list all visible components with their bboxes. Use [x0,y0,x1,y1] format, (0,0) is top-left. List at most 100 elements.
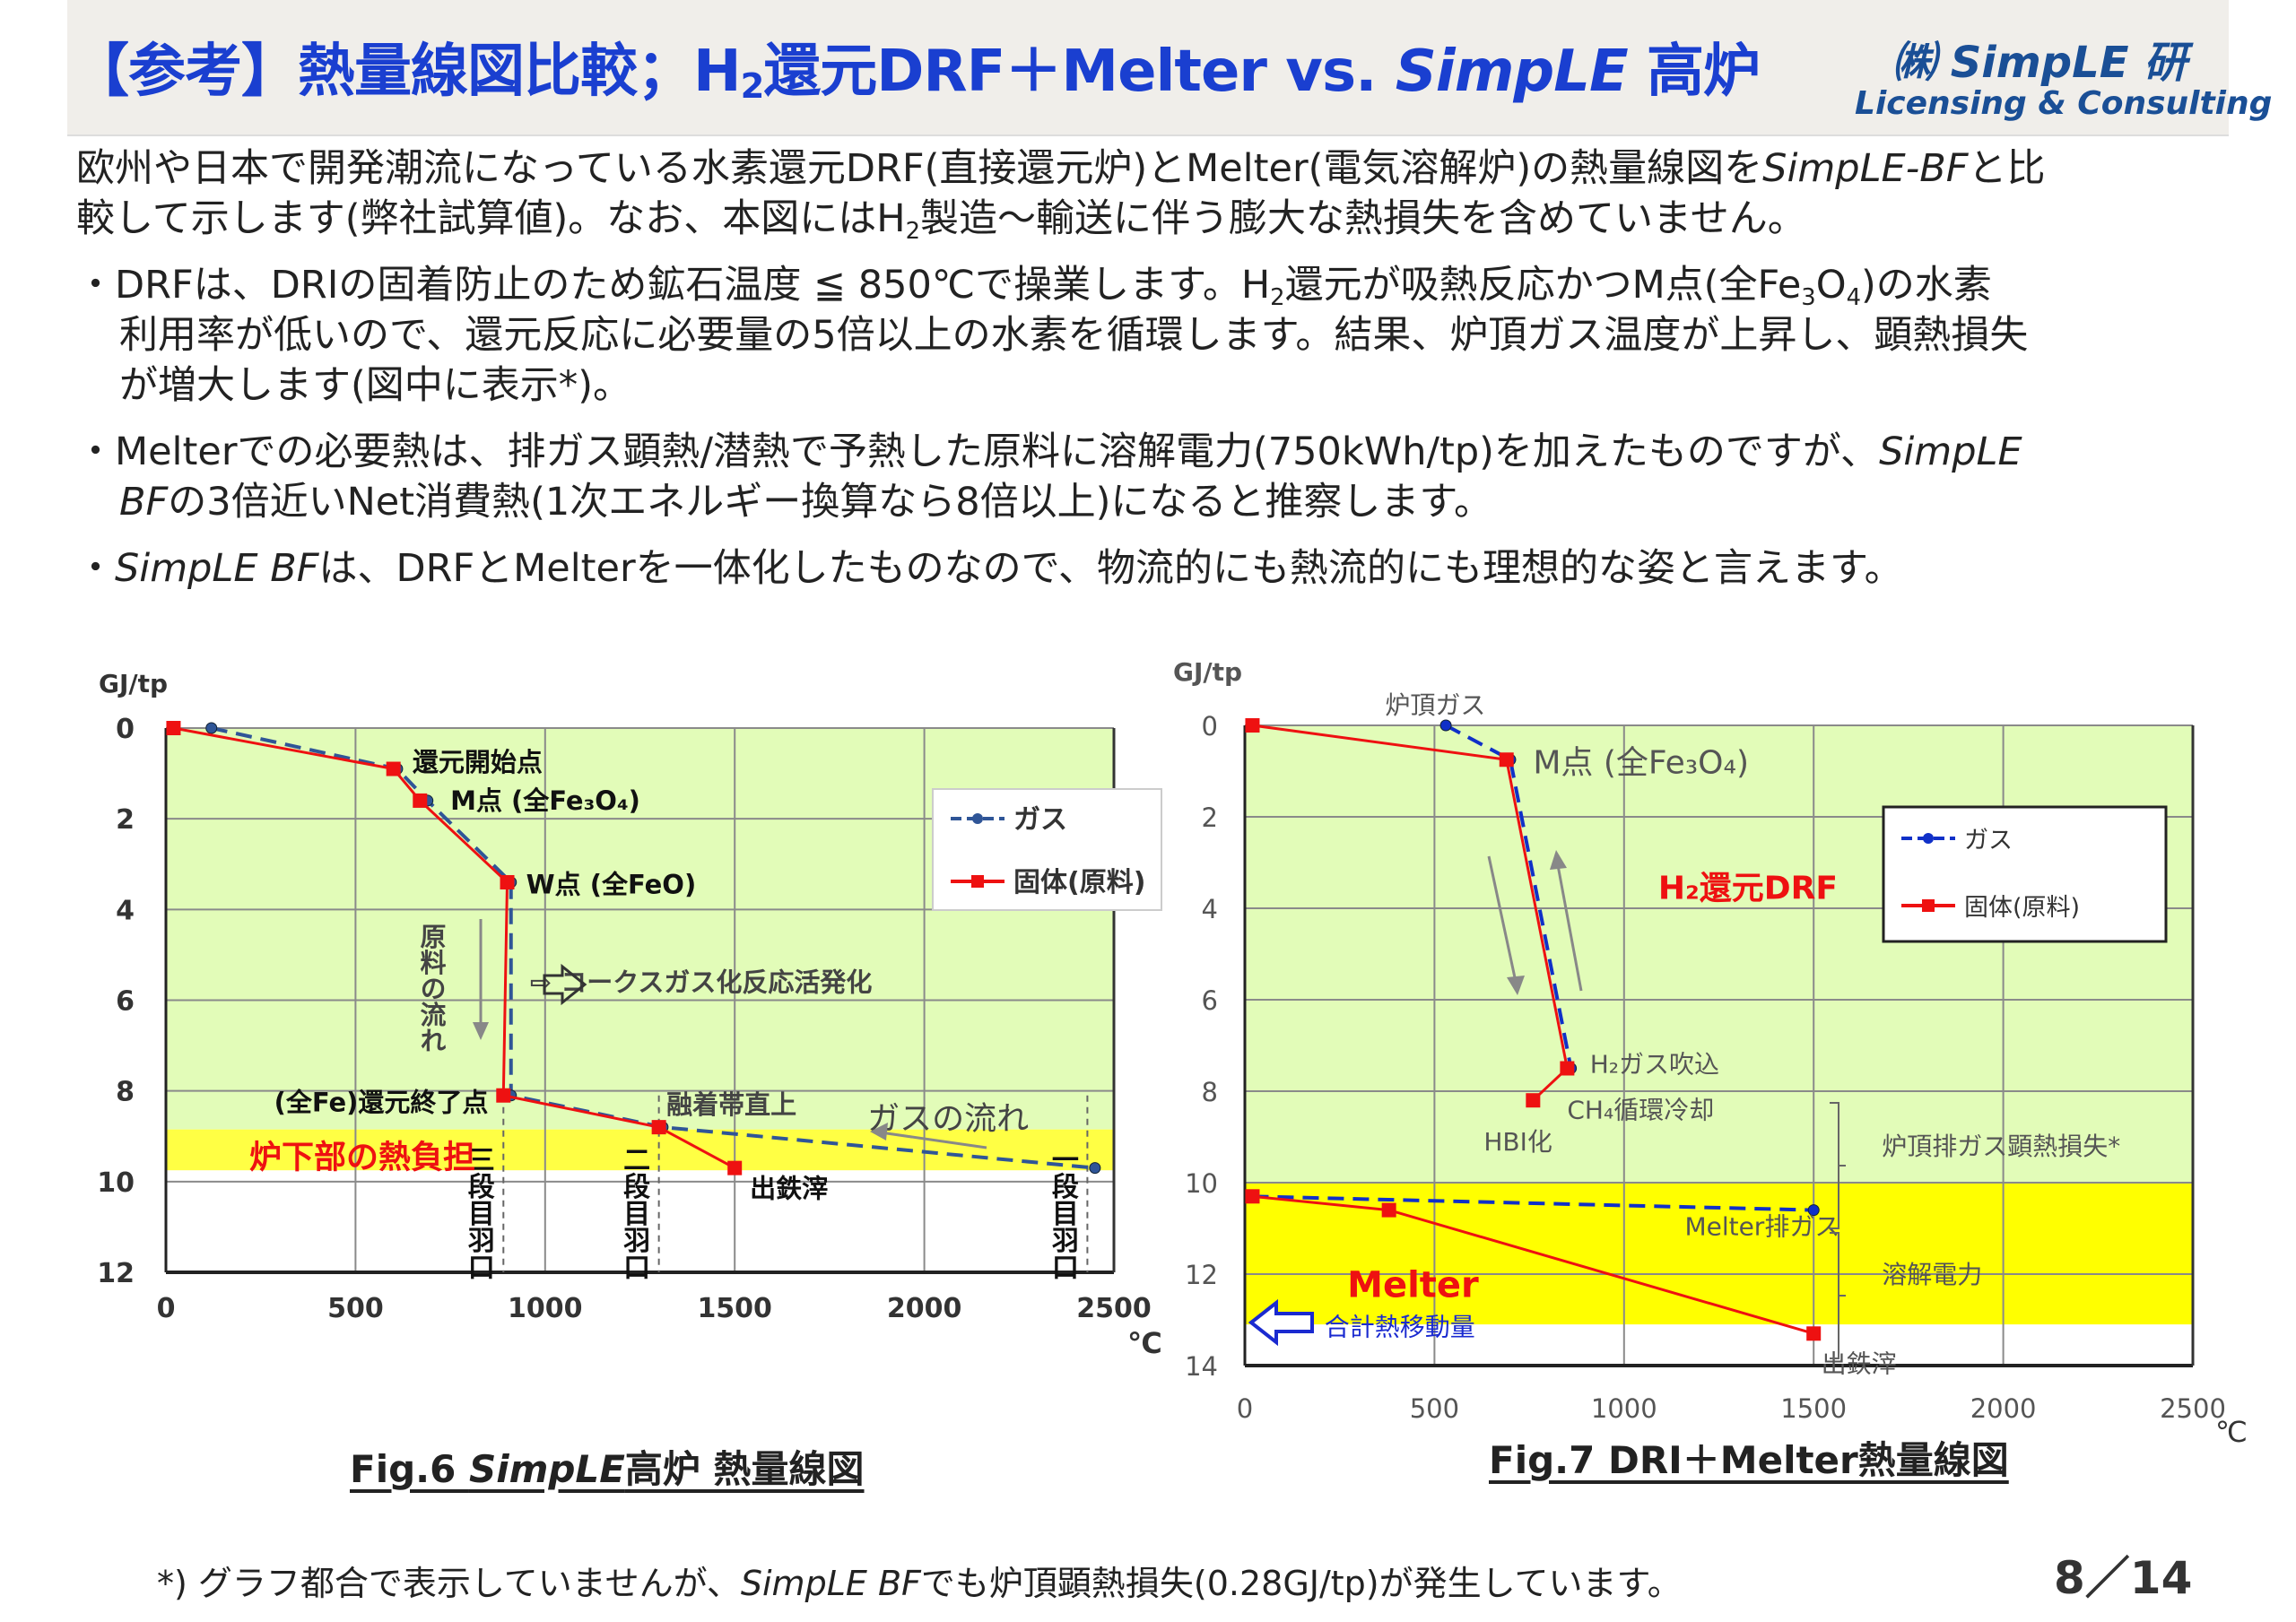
text-segment: )の水素 [1861,263,1992,308]
text-segment: 2 [1270,284,1285,311]
series-line [1445,724,1573,1069]
legend-label: 固体(原料) [1964,894,2080,922]
arrow-up-icon [1556,864,1583,992]
chart-annotation: ⇨ コークスガス化反応活発化 [530,967,873,997]
chart-annotation: 溶解電力 [1882,1260,1982,1289]
y-axis-label: GJ/tp [1173,657,1242,687]
arrow-head-icon [1507,976,1525,995]
y-tick-label: 10 [1185,1168,1218,1199]
chart-band [1245,725,2193,1183]
solid-point [727,1160,743,1175]
bullet-item: ・DRFは、DRIの固着防止のため鉱石温度 ≦ 850℃で操業します。H2還元が… [76,260,2256,411]
text-segment: 3 [1801,284,1816,311]
chart-annotation: 合計熱移動量 [1325,1313,1475,1342]
y-tick-label: 12 [1185,1260,1218,1290]
legend-label: ガス [1013,804,1067,836]
chart-annotation: CH₄循環冷却 [1567,1095,1714,1124]
chart-annotation: M点 (全Fe₃O₄) [450,785,640,816]
y-tick-label: 2 [116,804,135,836]
solid-point [1381,1202,1396,1218]
y-tick-label: 8 [116,1077,135,1108]
text-segment: SimpLE BF [115,546,319,591]
text-segment: SimpLE [1879,429,2022,474]
text-line: 利用率が低いので、還元反応に必要量の5倍以上の水素を循環します。結果、炉頂ガス温… [76,310,2256,360]
legend-marker [1922,899,1935,912]
text-segment: 高炉 熱量線図 [624,1447,865,1491]
y-tick-label: 8 [1202,1077,1218,1107]
arrow-head-icon [473,1022,489,1040]
x-tick-label: 1500 [1780,1393,1847,1424]
solid-point [1806,1326,1822,1341]
y-tick-label: 6 [116,986,135,1018]
text-segment: ・ [76,546,115,591]
chart-annotation: H₂ガス吹込 [1590,1049,1719,1079]
x-tick-label: 2500 [2160,1393,2226,1424]
gas-point [1089,1162,1101,1175]
chart-annotation: 炉頂ガス [1385,690,1485,720]
text-segment: Fig.6 [350,1447,469,1491]
text-line: 欧州や日本で開発潮流になっている水素還元DRF(直接還元炉)とMelter(電気… [76,143,2256,194]
gas-point [205,722,218,734]
chart-annotation: Melter排ガス [1684,1211,1839,1241]
text-segment: 還元DRF＋Melter vs. [763,39,1396,105]
text-segment: Fig.7 DRI＋Melter熱量線図 [1489,1438,2009,1482]
text-segment: と比 [1968,146,2046,191]
text-line: ・SimpLE BFは、DRFとMelterを一体化したものなので、物流的にも熱… [76,543,2256,594]
text-line: ・DRFは、DRIの固着防止のため鉱石温度 ≦ 850℃で操業します。H2還元が… [76,260,2256,311]
left-arrow-icon [1248,1298,1314,1347]
footnote: *) グラフ都合で表示していませんが、SimpLE BFでも炉頂顕熱損失(0.2… [157,1556,1682,1605]
text-segment: は、DRFとMelterを一体化したものなので、物流的にも熱流的にも理想的な姿と… [318,546,1903,591]
x-axis-label: ℃ [2215,1415,2248,1449]
bullet-item: ・SimpLE BFは、DRFとMelterを一体化したものなので、物流的にも熱… [76,543,2256,594]
chart-annotation: 出鉄滓 [1822,1349,1897,1378]
gas-point [1807,1204,1820,1217]
text-line: ・Melterでの必要熱は、排ガス顕熱/潜熱で予熱した原料に溶解電力(750kW… [76,427,2256,477]
text-line: が増大します(図中に表示*)。 [76,360,2256,411]
gas-flow-arrow-icon [874,1130,987,1149]
y-axis-label: GJ/tp [99,669,168,698]
y-tick-label: 14 [1185,1351,1218,1382]
fig7-caption: Fig.7 DRI＋Melter熱量線図 [1489,1430,2009,1485]
brace-icon [1830,1102,1846,1229]
text-segment: ・DRFは、DRIの固着防止のため鉱石温度 ≦ 850℃で操業します。H [76,263,1271,308]
legend-marker [972,813,983,824]
x-tick-label: 2000 [1970,1393,2037,1424]
chart-annotation: (全Fe)還元終了点 [274,1087,489,1117]
text-segment: *) グラフ都合で表示していませんが、 [157,1564,741,1603]
legend-box [932,788,1162,911]
legend-box [1882,805,2168,943]
solid-point [651,1120,666,1135]
text-segment: BF [119,480,169,525]
text-segment: 利用率が低いので、還元反応に必要量の5倍以上の水素を循環します。結果、炉頂ガス温… [119,313,2029,358]
text-segment: 較して示します(弊社試算値)。なお、本図にはH [76,196,906,241]
solid-point [500,874,515,889]
y-tick-label: 10 [97,1167,135,1199]
chart-annotation: HBI化 [1483,1127,1552,1157]
solid-point [166,721,181,735]
text-segment: 還元が吸熱反応かつM点(全Fe [1284,263,1802,308]
text-line: 較して示します(弊社試算値)。なお、本図にはH2製造～輸送に伴う膨大な熱損失を含… [76,194,2256,245]
intro-paragraph: 欧州や日本で開発潮流になっている水素還元DRF(直接還元炉)とMelter(電気… [76,143,2256,245]
slide-header [67,0,2229,136]
arrow-head-icon [870,1123,888,1141]
legend-marker [971,875,984,888]
y-tick-label: 6 [1202,985,1218,1016]
text-segment: O [1815,263,1847,308]
chart-annotation: 還元開始点 [413,747,543,777]
solid-point [1499,752,1514,768]
text-segment: SimpLE [468,1447,625,1491]
y-tick-label: 12 [97,1258,135,1289]
chart-annotation: W点 (全FeO) [526,870,697,900]
series-line [1252,724,1570,1102]
y-tick-label: 0 [1202,711,1218,742]
x-tick-label: 0 [1237,1393,1253,1424]
x-tick-label: 2000 [887,1293,962,1324]
x-tick-label: 1500 [697,1293,772,1324]
solid-point [1245,1189,1260,1204]
text-segment: 【参考】熱量線図比較；H [72,39,742,105]
chart-annotation: ガスの流れ [867,1101,1029,1138]
solid-point [413,793,428,808]
solid-point [496,1088,511,1103]
tuyere-label: 一段目羽口 [1047,1145,1079,1279]
